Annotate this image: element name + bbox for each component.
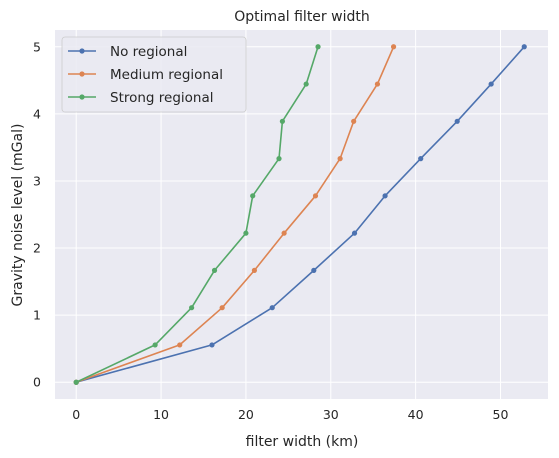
data-point bbox=[390, 44, 397, 50]
data-point bbox=[250, 193, 256, 199]
data-point bbox=[337, 156, 343, 162]
x-tick-label: 0 bbox=[72, 407, 80, 422]
legend: No regional Medium regional Strong regiona… bbox=[61, 36, 247, 113]
data-point bbox=[351, 230, 358, 236]
data-point bbox=[73, 379, 79, 385]
data-point bbox=[374, 81, 381, 87]
x-tick-label: 10 bbox=[153, 407, 169, 422]
y-tick-label: 1 bbox=[33, 308, 41, 323]
x-axis-label: filter width (km) bbox=[246, 434, 359, 450]
series-line bbox=[75, 46, 525, 383]
y-tick-label: 3 bbox=[33, 173, 41, 188]
data-point bbox=[418, 156, 424, 162]
data-point bbox=[189, 305, 195, 311]
data-point bbox=[209, 342, 215, 348]
data-point bbox=[211, 267, 218, 273]
y-tick-label: 0 bbox=[33, 375, 41, 390]
y-tick-label: 5 bbox=[33, 39, 41, 54]
data-point bbox=[219, 305, 225, 311]
series-layer bbox=[73, 44, 527, 385]
data-point bbox=[351, 118, 357, 124]
legend-swatch-marker bbox=[79, 71, 85, 77]
data-point bbox=[243, 230, 249, 236]
x-tick-label: 50 bbox=[493, 407, 509, 422]
x-tick-label: 40 bbox=[408, 407, 424, 422]
data-point bbox=[177, 342, 183, 348]
data-point bbox=[276, 156, 282, 162]
data-point bbox=[312, 193, 319, 199]
series-2 bbox=[73, 44, 321, 385]
data-point bbox=[152, 342, 158, 348]
data-point bbox=[521, 44, 527, 50]
legend-swatch-marker bbox=[79, 94, 85, 100]
y-tick-label: 4 bbox=[33, 106, 41, 121]
x-tick-label: 20 bbox=[238, 407, 254, 422]
chart-title: Optimal filter width bbox=[234, 9, 369, 25]
y-axis-label: Gravity noise level (mGal) bbox=[10, 124, 26, 307]
legend-swatch-marker bbox=[79, 48, 85, 54]
data-point bbox=[269, 305, 275, 311]
data-point bbox=[303, 81, 309, 87]
series-line bbox=[75, 46, 395, 383]
legend-label: Strong regional bbox=[110, 90, 214, 106]
data-point bbox=[279, 118, 286, 124]
data-point bbox=[251, 267, 258, 273]
x-tick-label: 30 bbox=[323, 407, 339, 422]
data-point bbox=[311, 267, 317, 273]
legend-label: Medium regional bbox=[110, 67, 223, 83]
y-tick-label: 2 bbox=[33, 241, 41, 256]
legend-box bbox=[61, 36, 247, 113]
tick-labels: 0 10 20 30 40 50 0 1 2 3 4 5 bbox=[33, 39, 508, 422]
data-point bbox=[315, 44, 321, 50]
data-point bbox=[454, 118, 460, 124]
series-line bbox=[75, 46, 319, 383]
data-point bbox=[488, 81, 494, 87]
legend-label: No regional bbox=[110, 44, 187, 60]
series-1 bbox=[73, 44, 397, 385]
data-point bbox=[281, 230, 287, 236]
data-point bbox=[382, 193, 388, 199]
